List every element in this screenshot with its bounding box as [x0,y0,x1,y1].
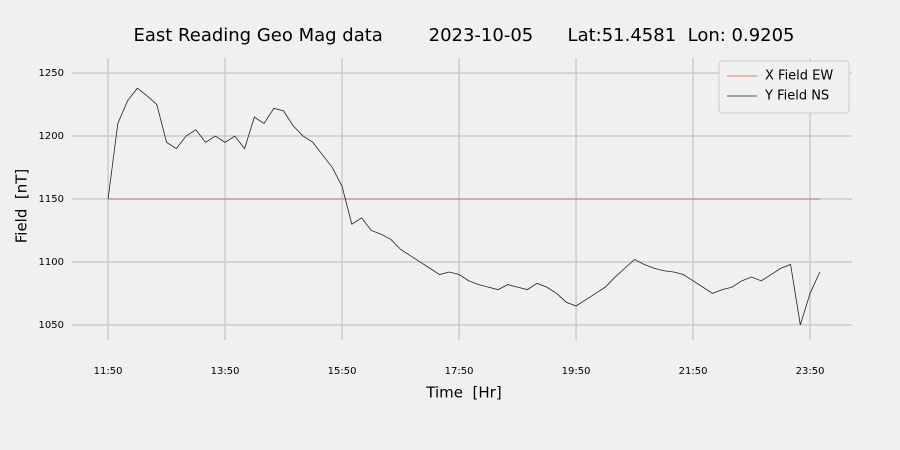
legend-box [718,60,850,114]
y-tick-label: 1050 [39,320,64,331]
x-axis-label: Time [Hr] [425,384,501,402]
x-tick-label: 19:50 [562,366,591,377]
y-tick-label: 1250 [39,68,64,79]
y-tick-label: 1200 [39,131,64,142]
series-line [107,87,821,326]
y-tick-label: 1100 [39,257,64,268]
x-tick-label: 21:50 [679,366,708,377]
x-tick-label: 23:50 [796,366,825,377]
y-tick-label: 1150 [39,194,64,205]
x-tick-label: 15:50 [328,366,357,377]
y-axis-label: Field [nT] [13,169,31,244]
legend-label: X Field EW [765,69,833,84]
chart-title: East Reading Geo Mag data 2023-10-05 Lat… [133,25,794,46]
legend-label: Y Field NS [764,89,829,104]
x-tick-label: 11:50 [94,366,123,377]
x-tick-label: 17:50 [445,366,474,377]
x-tick-label: 13:50 [211,366,240,377]
